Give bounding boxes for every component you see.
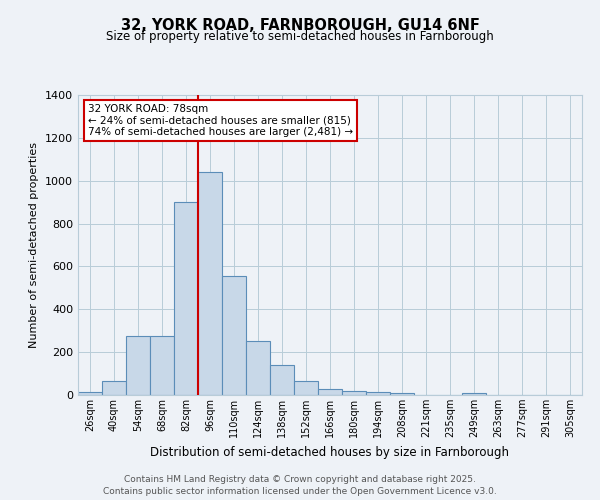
Bar	[198, 172, 222, 395]
Y-axis label: Number of semi-detached properties: Number of semi-detached properties	[29, 142, 40, 348]
Bar	[126, 336, 150, 395]
Text: 32 YORK ROAD: 78sqm
← 24% of semi-detached houses are smaller (815)
74% of semi-: 32 YORK ROAD: 78sqm ← 24% of semi-detach…	[88, 104, 353, 137]
Bar	[318, 388, 342, 395]
Text: 32, YORK ROAD, FARNBOROUGH, GU14 6NF: 32, YORK ROAD, FARNBOROUGH, GU14 6NF	[121, 18, 479, 32]
Bar	[270, 365, 294, 395]
Text: Contains public sector information licensed under the Open Government Licence v3: Contains public sector information licen…	[103, 486, 497, 496]
Bar	[150, 336, 174, 395]
Bar	[390, 393, 414, 395]
X-axis label: Distribution of semi-detached houses by size in Farnborough: Distribution of semi-detached houses by …	[151, 446, 509, 458]
Bar	[366, 392, 390, 395]
Bar	[78, 392, 102, 395]
Bar	[462, 394, 486, 395]
Bar	[102, 381, 126, 395]
Text: Size of property relative to semi-detached houses in Farnborough: Size of property relative to semi-detach…	[106, 30, 494, 43]
Bar	[222, 276, 246, 395]
Text: Contains HM Land Registry data © Crown copyright and database right 2025.: Contains HM Land Registry data © Crown c…	[124, 476, 476, 484]
Bar	[246, 342, 270, 395]
Bar	[294, 381, 318, 395]
Bar	[174, 202, 198, 395]
Bar	[342, 390, 366, 395]
